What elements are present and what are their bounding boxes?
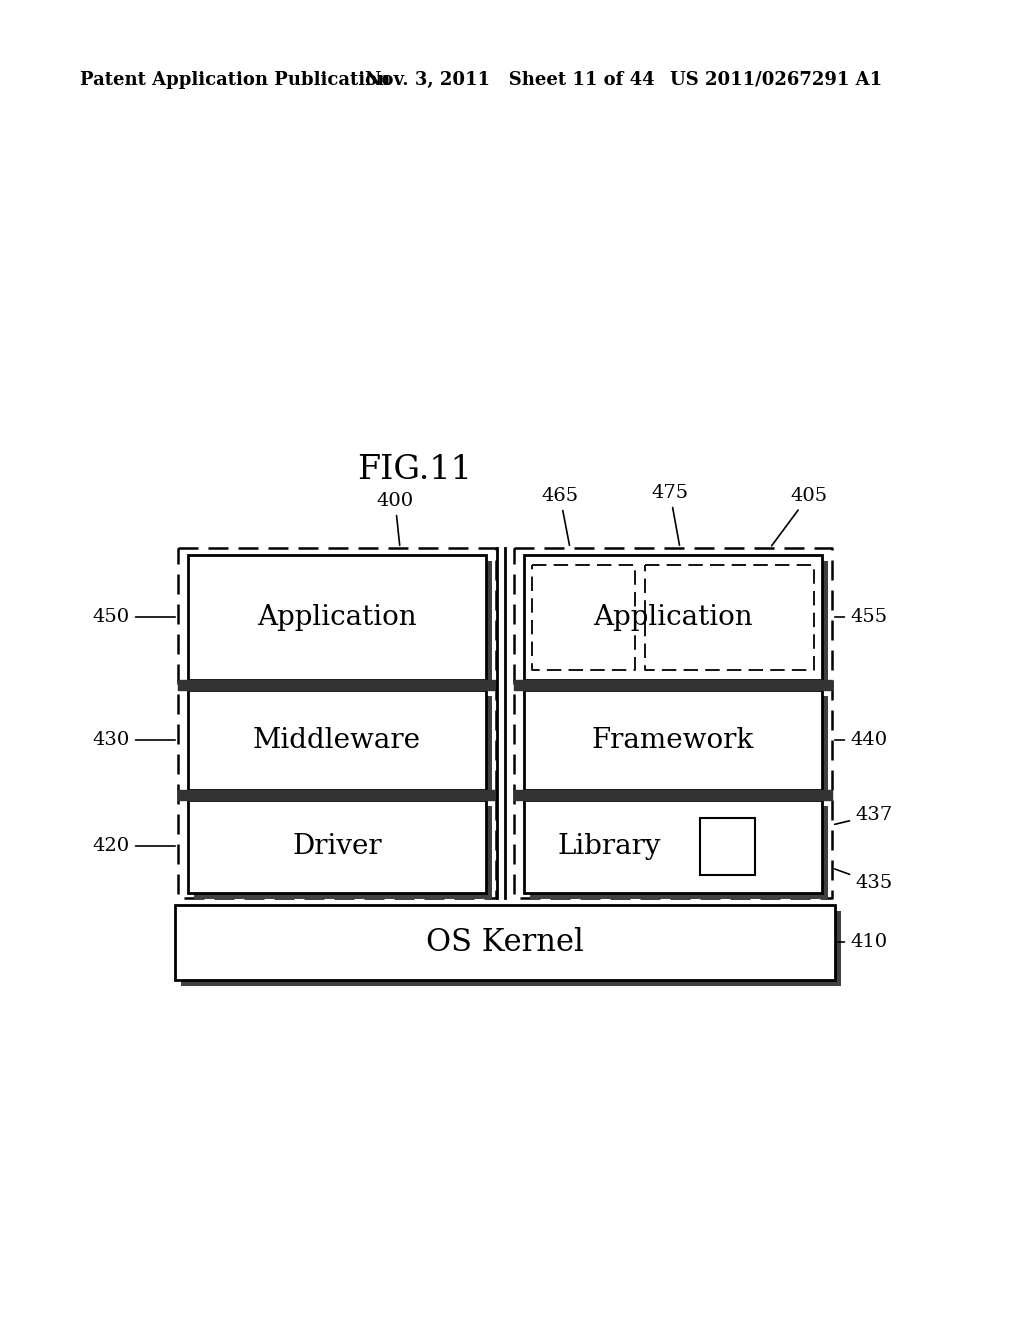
- Text: 400: 400: [377, 492, 414, 545]
- Text: 465: 465: [542, 487, 579, 545]
- Polygon shape: [524, 690, 822, 789]
- Text: Patent Application Publication: Patent Application Publication: [80, 71, 390, 88]
- Polygon shape: [188, 554, 486, 680]
- Text: FIG.11: FIG.11: [357, 454, 472, 486]
- Text: US 2011/0267291 A1: US 2011/0267291 A1: [670, 71, 882, 88]
- Text: Framework: Framework: [592, 726, 755, 754]
- Polygon shape: [181, 911, 841, 986]
- Text: 475: 475: [651, 484, 688, 545]
- Text: Middleware: Middleware: [253, 726, 421, 754]
- Polygon shape: [524, 800, 822, 894]
- Polygon shape: [194, 696, 492, 796]
- Text: 420: 420: [93, 837, 175, 855]
- Polygon shape: [194, 807, 492, 899]
- Polygon shape: [194, 561, 492, 686]
- Polygon shape: [530, 561, 828, 686]
- Text: 405: 405: [772, 487, 827, 545]
- Polygon shape: [530, 807, 828, 899]
- Text: Nov. 3, 2011   Sheet 11 of 44: Nov. 3, 2011 Sheet 11 of 44: [365, 71, 654, 88]
- Text: 455: 455: [835, 609, 887, 626]
- Polygon shape: [188, 800, 486, 894]
- Polygon shape: [188, 690, 486, 789]
- Text: OS Kernel: OS Kernel: [426, 927, 584, 958]
- Text: Application: Application: [257, 605, 417, 631]
- Text: 440: 440: [835, 731, 887, 748]
- Text: 410: 410: [838, 933, 887, 950]
- Text: 450: 450: [93, 609, 175, 626]
- Polygon shape: [175, 906, 835, 979]
- Text: 435: 435: [835, 869, 892, 892]
- Polygon shape: [530, 696, 828, 796]
- Text: Driver: Driver: [292, 833, 382, 861]
- Polygon shape: [524, 554, 822, 680]
- Text: Application: Application: [593, 605, 753, 631]
- Text: 437: 437: [835, 807, 892, 825]
- Text: Library: Library: [557, 833, 660, 859]
- Polygon shape: [700, 818, 755, 875]
- Text: 430: 430: [93, 731, 175, 748]
